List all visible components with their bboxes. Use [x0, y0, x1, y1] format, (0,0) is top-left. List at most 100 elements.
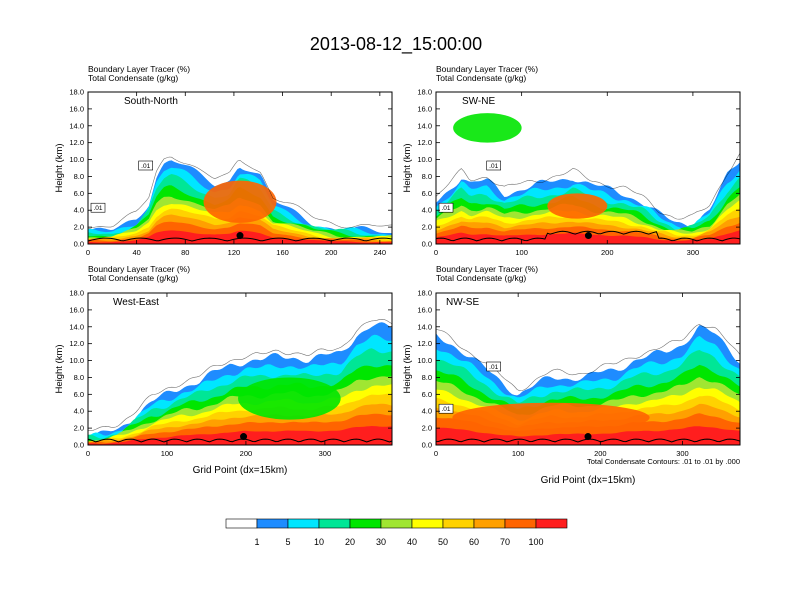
x-tick-label: 160: [276, 248, 289, 257]
x-axis-label: Grid Point (dx=15km): [193, 465, 288, 476]
y-tick-label: 12.0: [417, 339, 432, 348]
colorbar: 1 5 10 20 30 40 50 60 70 100: [225, 518, 568, 547]
cross-section-label: West-East: [113, 297, 159, 308]
colorbar-swatch: [287, 518, 320, 529]
panel-sw-ne: Boundary Layer Tracer (%) Total Condensa…: [402, 64, 741, 257]
y-tick-label: 18.0: [417, 289, 432, 298]
y-tick-label: 6.0: [422, 189, 432, 198]
location-marker: [584, 433, 592, 441]
contour-label-box: [486, 361, 501, 372]
colorbar-label: 70: [500, 537, 510, 547]
contour-label-box: [486, 160, 501, 171]
panel-top-line2: Total Condensate (g/kg): [88, 273, 178, 283]
y-tick-label: 14.0: [69, 121, 84, 130]
colorbar-label: 40: [407, 537, 417, 547]
terrain-line: [435, 230, 741, 242]
y-tick-label: 14.0: [69, 322, 84, 331]
y-tick-label: 18.0: [69, 88, 84, 97]
cross-section-label: SW-NE: [462, 96, 495, 107]
colorbar-label: 1: [254, 537, 259, 547]
y-axis-label: Height (km): [402, 143, 413, 192]
y-tick-label: 10.0: [69, 155, 84, 164]
y-tick-label: 12.0: [417, 138, 432, 147]
y-tick-label: 4.0: [422, 206, 432, 215]
panel-top-line1: Boundary Layer Tracer (%): [88, 64, 190, 74]
colorbar-swatch: [256, 518, 289, 529]
location-marker: [584, 232, 592, 240]
colorbar-label: 5: [285, 537, 290, 547]
y-tick-label: 6.0: [74, 390, 84, 399]
terrain-line: [87, 438, 393, 443]
figure-title: 2013-08-12_15:00:00: [310, 34, 482, 55]
colorbar-swatch: [442, 518, 475, 529]
y-tick-label: 10.0: [417, 356, 432, 365]
x-tick-label: 300: [319, 449, 332, 458]
colorbar-label: 20: [345, 537, 355, 547]
location-marker: [236, 232, 244, 240]
colorbar-label: 30: [376, 537, 386, 547]
contour-label: .01: [441, 205, 450, 212]
contour-label-box: [90, 202, 106, 213]
colorbar-swatch: [318, 518, 351, 529]
panel-top-line1: Boundary Layer Tracer (%): [436, 64, 538, 74]
plot-frame: [87, 292, 393, 446]
x-tick-label: 100: [161, 449, 174, 458]
y-tick-label: 2.0: [422, 424, 432, 433]
contour-footnote: Total Condensate Contours: .01 to .01 by…: [587, 457, 740, 466]
y-tick-label: 16.0: [417, 305, 432, 314]
colorbar-swatch: [349, 518, 382, 529]
colorbar-swatch: [504, 518, 537, 529]
y-tick-label: 8.0: [422, 172, 432, 181]
y-tick-label: 16.0: [417, 104, 432, 113]
y-axis-label: Height (km): [402, 344, 413, 393]
panel-top-line1: Boundary Layer Tracer (%): [88, 264, 190, 274]
tracer-core-region: [238, 377, 341, 420]
y-tick-label: 6.0: [74, 189, 84, 198]
contour-label-box: [138, 160, 153, 171]
cross-section-label: South-North: [124, 96, 178, 107]
panel-top-line2: Total Condensate (g/kg): [436, 273, 526, 283]
x-tick-label: 0: [86, 449, 90, 458]
y-tick-label: 4.0: [422, 407, 432, 416]
y-tick-label: 14.0: [417, 322, 432, 331]
colorbar-swatch: [380, 518, 413, 529]
colorbar-swatch: [225, 518, 258, 529]
tracer-core-region: [203, 180, 277, 223]
panel-top-line2: Total Condensate (g/kg): [88, 73, 178, 83]
plot-area-south-north: .01 .01 0.0 2.0 4.0 6.0 8.0 10.0 12.0 14.0 16.0 18.…: [69, 88, 393, 257]
panel-top-line2: Total Condensate (g/kg): [436, 73, 526, 83]
x-axis-label: Grid Point (dx=15km): [541, 475, 636, 486]
x-tick-label: 100: [515, 248, 528, 257]
contour-label: .01: [93, 205, 102, 212]
plot-area-west-east: 0.0 2.0 4.0 6.0 8.0 10.0 12.0 14.0 16.0 18.0 0 100 2…: [69, 289, 393, 458]
y-tick-label: 2.0: [422, 223, 432, 232]
y-tick-label: 14.0: [417, 121, 432, 130]
y-tick-label: 0.0: [74, 441, 84, 450]
condensate-contour: [435, 153, 741, 220]
x-tick-label: 120: [228, 248, 241, 257]
tracer-core-region: [547, 193, 608, 219]
panel-south-north: Boundary Layer Tracer (%) Total Condensa…: [54, 64, 393, 257]
y-tick-label: 10.0: [417, 155, 432, 164]
y-tick-label: 12.0: [69, 138, 84, 147]
colorbar-label: 60: [469, 537, 479, 547]
panel-top-line1: Boundary Layer Tracer (%): [436, 264, 538, 274]
colorbar-label: 10: [314, 537, 324, 547]
y-tick-label: 8.0: [74, 373, 84, 382]
y-axis-label: Height (km): [54, 344, 65, 393]
y-tick-label: 10.0: [69, 356, 84, 365]
x-tick-label: 300: [687, 248, 700, 257]
tracer-core-region: [452, 402, 650, 433]
x-tick-label: 240: [374, 248, 387, 257]
x-tick-label: 80: [181, 248, 189, 257]
x-tick-label: 200: [601, 248, 614, 257]
plot-area-sw-ne: .01 .01 0.0 2.0 4.0 6.0 8.0 10.0 12.0 14.0 16.0 18.…: [417, 88, 741, 257]
x-tick-label: 200: [325, 248, 338, 257]
condensate-contour: [87, 318, 393, 432]
y-tick-label: 0.0: [74, 240, 84, 249]
x-tick-label: 0: [434, 449, 438, 458]
colorbar-label: 100: [528, 537, 543, 547]
contour-label-box: [438, 202, 454, 213]
contour-label: .01: [141, 163, 150, 170]
